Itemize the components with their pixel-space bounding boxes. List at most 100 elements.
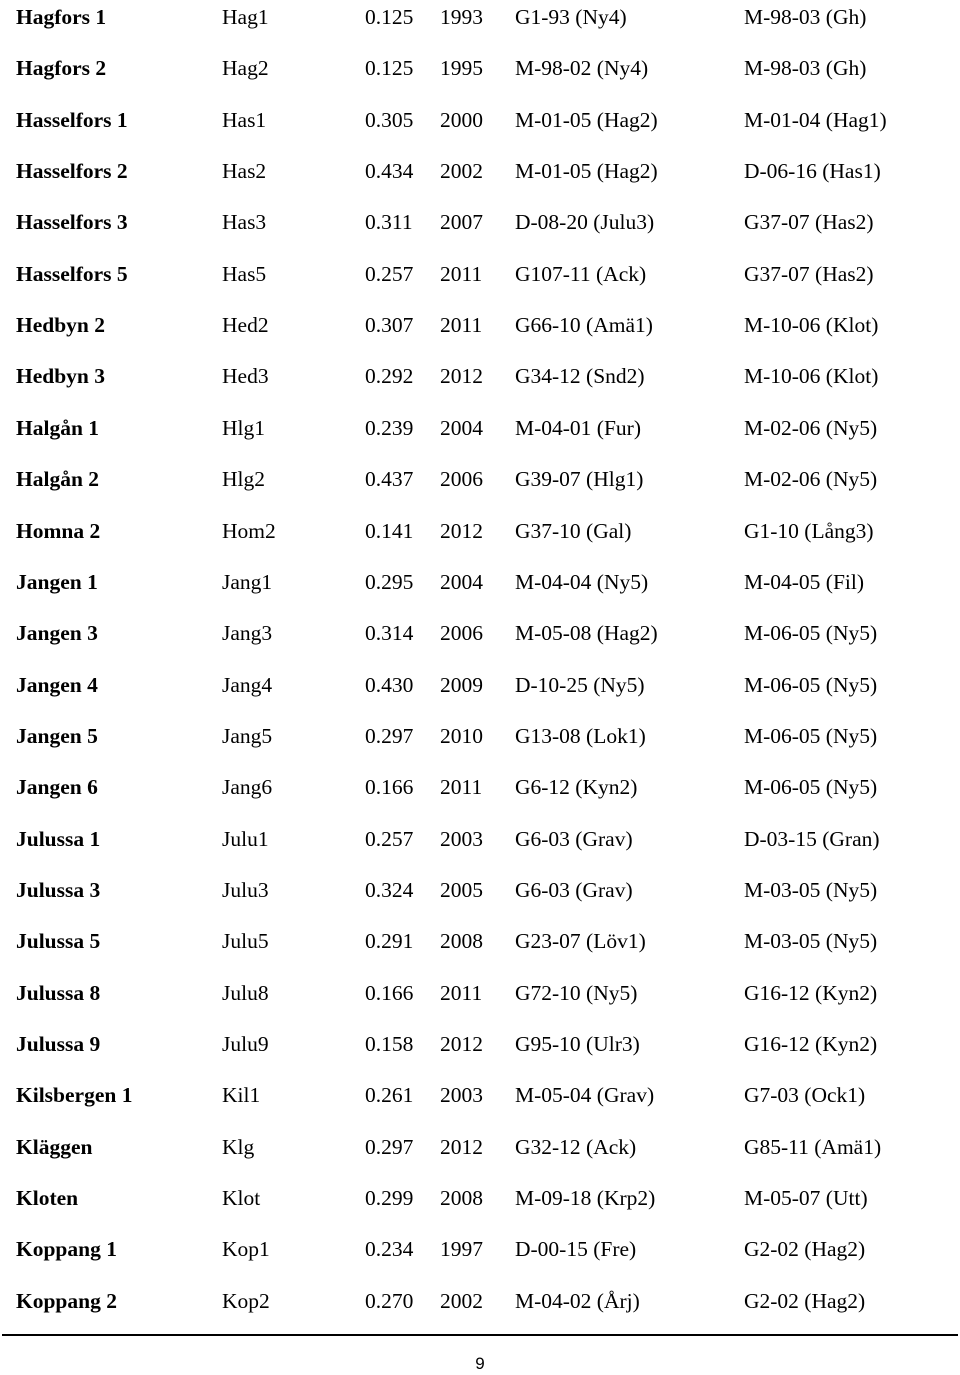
table-row: Kloten Klot 0.299 2008 M-09-18 (Krp2) M-05-07… bbox=[0, 1186, 960, 1237]
cell-mother: M-98-03 (Gh) bbox=[744, 5, 867, 29]
cell-code: Julu8 bbox=[222, 980, 269, 1005]
cell-code: Klot bbox=[222, 1186, 261, 1211]
cell-name: Hasselfors 3 bbox=[16, 210, 128, 235]
cell-name: Hedbyn 2 bbox=[16, 313, 106, 338]
cell-name: Julussa 5 bbox=[16, 929, 101, 954]
cell-code: Kil1 bbox=[222, 1083, 261, 1108]
cell-value: 0.125 bbox=[365, 5, 414, 29]
cell-name: Koppang 1 bbox=[16, 1237, 117, 1262]
table-row: Halgån 1 Hlg1 0.239 2004 M-04-01 (Fur) M-02-0… bbox=[0, 416, 960, 467]
cell-value: 0.292 bbox=[365, 364, 414, 389]
table-row: Kilsbergen 1 Kil1 0.261 2003 M-05-04 (Grav) G… bbox=[0, 1083, 960, 1134]
cell-father: M-04-01 (Fur) bbox=[515, 415, 641, 440]
cell-value: 0.158 bbox=[365, 1032, 414, 1056]
table-row: Kläggen Klg 0.297 2012 G32-12 (Ack) G85-11 (A… bbox=[0, 1135, 960, 1186]
table-row: Julussa 1 Julu1 0.257 2003 G6-03 (Grav) D-03-… bbox=[0, 827, 960, 878]
cell-code: Has3 bbox=[222, 210, 267, 235]
table-row: Hasselfors 2 Has2 0.434 2002 M-01-05 (Hag2) D… bbox=[0, 159, 960, 210]
cell-name: Hasselfors 2 bbox=[16, 159, 128, 184]
cell-code: Jang1 bbox=[222, 569, 273, 594]
table-row: Jangen 4 Jang4 0.430 2009 D-10-25 (Ny5) M-06-… bbox=[0, 673, 960, 724]
cell-mother: G37-07 (Has2) bbox=[744, 261, 874, 286]
cell-code: Julu1 bbox=[222, 826, 269, 851]
cell-mother: G16-12 (Kyn2) bbox=[744, 980, 878, 1005]
cell-value: 0.307 bbox=[365, 313, 414, 338]
cell-value: 0.270 bbox=[365, 1288, 414, 1313]
cell-mother: M-05-07 (Utt) bbox=[744, 1186, 868, 1211]
cell-year: 1993 bbox=[440, 5, 483, 29]
cell-mother: G2-02 (Hag2) bbox=[744, 1237, 866, 1262]
cell-mother: G1-10 (Lång3) bbox=[744, 518, 874, 543]
table-row: Hagfors 1 Hag1 0.125 1993 G1-93 (Ny4) M-98-03… bbox=[0, 5, 960, 56]
cell-year: 2011 bbox=[440, 980, 483, 1005]
cell-code: Hag2 bbox=[222, 56, 269, 81]
cell-father: D-10-25 (Ny5) bbox=[515, 672, 645, 697]
cell-value: 0.305 bbox=[365, 107, 414, 132]
cell-year: 2012 bbox=[440, 518, 483, 543]
table-bottom-rule bbox=[2, 1334, 958, 1336]
cell-value: 0.297 bbox=[365, 1134, 414, 1159]
cell-year: 1995 bbox=[440, 56, 483, 81]
cell-father: D-00-15 (Fre) bbox=[515, 1237, 637, 1262]
cell-year: 2012 bbox=[440, 1032, 483, 1056]
cell-year: 2011 bbox=[440, 261, 483, 286]
cell-father: G1-93 (Ny4) bbox=[515, 5, 627, 29]
cell-mother: M-06-05 (Ny5) bbox=[744, 723, 878, 748]
cell-code: Has2 bbox=[222, 159, 267, 184]
cell-value: 0.299 bbox=[365, 1186, 414, 1211]
cell-father: M-05-04 (Grav) bbox=[515, 1083, 655, 1108]
cell-value: 0.291 bbox=[365, 929, 414, 954]
cell-name: Hedbyn 3 bbox=[16, 364, 106, 389]
table-row: Julussa 9 Julu9 0.158 2012 G95-10 (Ulr3) G16-… bbox=[0, 1032, 960, 1083]
cell-year: 2003 bbox=[440, 826, 483, 851]
cell-code: Jang4 bbox=[222, 672, 273, 697]
cell-mother: M-98-03 (Gh) bbox=[744, 56, 867, 81]
cell-father: G32-12 (Ack) bbox=[515, 1134, 637, 1159]
cell-value: 0.261 bbox=[365, 1083, 414, 1108]
cell-mother: M-06-05 (Ny5) bbox=[744, 621, 878, 646]
table-row: Homna 2 Hom2 0.141 2012 G37-10 (Gal) G1-10 (L… bbox=[0, 519, 960, 570]
cell-mother: M-10-06 (Klot) bbox=[744, 313, 879, 338]
cell-value: 0.125 bbox=[365, 56, 414, 81]
cell-year: 2002 bbox=[440, 159, 483, 184]
cell-code: Hlg1 bbox=[222, 415, 265, 440]
cell-father: M-98-02 (Ny4) bbox=[515, 56, 649, 81]
cell-father: G6-03 (Grav) bbox=[515, 877, 633, 902]
cell-code: Julu3 bbox=[222, 877, 269, 902]
cell-name: Kloten bbox=[16, 1186, 79, 1211]
table-row: Koppang 1 Kop1 0.234 1997 D-00-15 (Fre) G2-02… bbox=[0, 1237, 960, 1288]
cell-mother: M-02-06 (Ny5) bbox=[744, 415, 878, 440]
cell-year: 2002 bbox=[440, 1288, 483, 1313]
cell-value: 0.141 bbox=[365, 518, 414, 543]
cell-value: 0.430 bbox=[365, 672, 414, 697]
cell-name: Hagfors 2 bbox=[16, 56, 107, 81]
cell-code: Julu9 bbox=[222, 1032, 269, 1056]
cell-value: 0.166 bbox=[365, 980, 414, 1005]
cell-name: Julussa 8 bbox=[16, 980, 101, 1005]
cell-father: M-05-08 (Hag2) bbox=[515, 621, 658, 646]
cell-year: 2012 bbox=[440, 1134, 483, 1159]
cell-mother: M-10-06 (Klot) bbox=[744, 364, 879, 389]
cell-value: 0.234 bbox=[365, 1237, 414, 1262]
cell-year: 2006 bbox=[440, 621, 483, 646]
cell-value: 0.434 bbox=[365, 159, 414, 184]
cell-year: 2011 bbox=[440, 313, 483, 338]
cell-value: 0.239 bbox=[365, 415, 414, 440]
cell-name: Hasselfors 1 bbox=[16, 107, 128, 132]
cell-father: G39-07 (Hlg1) bbox=[515, 467, 644, 492]
cell-name: Kilsbergen 1 bbox=[16, 1083, 133, 1108]
cell-mother: M-06-05 (Ny5) bbox=[744, 672, 878, 697]
table-row: Hagfors 2 Hag2 0.125 1995 M-98-02 (Ny4) M-98-… bbox=[0, 56, 960, 107]
cell-value: 0.324 bbox=[365, 877, 414, 902]
cell-year: 2006 bbox=[440, 467, 483, 492]
cell-father: G72-10 (Ny5) bbox=[515, 980, 638, 1005]
cell-code: Hed2 bbox=[222, 313, 269, 338]
cell-code: Hag1 bbox=[222, 5, 269, 29]
cell-year: 2008 bbox=[440, 929, 483, 954]
cell-code: Hom2 bbox=[222, 518, 276, 543]
cell-father: G23-07 (Löv1) bbox=[515, 929, 646, 954]
cell-year: 2010 bbox=[440, 723, 483, 748]
cell-mother: G37-07 (Has2) bbox=[744, 210, 874, 235]
cell-mother: G16-12 (Kyn2) bbox=[744, 1032, 878, 1056]
page-number: 9 bbox=[475, 1354, 485, 1373]
